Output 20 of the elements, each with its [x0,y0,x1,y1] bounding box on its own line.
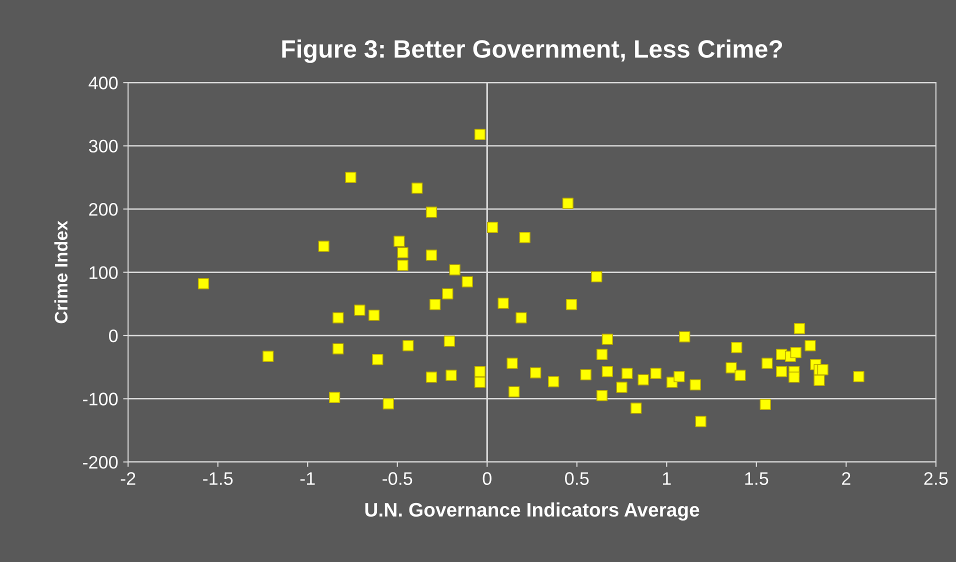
x-tick-label: 2.5 [924,472,948,485]
y-tick-label: 400 [88,76,118,90]
x-tick-label: -1.5 [203,472,233,485]
x-tick-label: -1 [300,472,315,485]
y-tick-label: 0 [109,329,118,342]
y-tick-label: -100 [83,392,118,406]
x-tick-label: -0.5 [382,472,412,485]
x-tick-label: -2 [120,472,136,485]
x-tick-label: 2 [842,472,850,485]
x-tick-label: 0.5 [565,472,589,485]
x-tick-label: 1 [663,472,671,485]
y-tick-label: -200 [83,456,118,469]
y-tick-label: 200 [89,203,118,216]
x-tick-label: 0 [482,472,492,485]
y-tick-label: 300 [88,140,118,153]
y-axis-title: Crime Index [54,220,68,324]
x-tick-label: 1.5 [745,472,768,485]
chart-title: Figure 3: Better Government, Less Crime? [282,39,782,63]
y-tick-label: 100 [90,266,118,280]
x-axis-title: U.N. Governance Indicators Average [365,502,700,521]
